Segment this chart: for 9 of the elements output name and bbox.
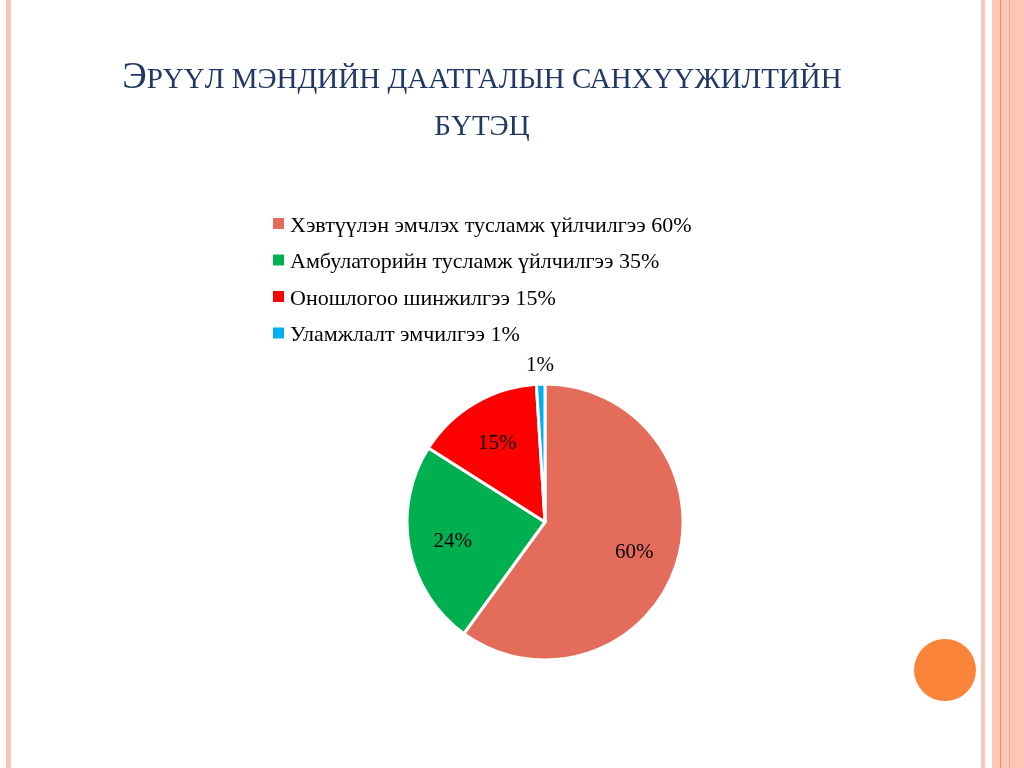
legend-label: Амбулаторийн тусламж үйлчилгээ 35% [290, 248, 660, 274]
data-label: 1% [526, 352, 555, 377]
chart-title: ЭРҮҮЛ МЭНДИЙН ДААТГАЛЫН САНХҮҮЖИЛТИЙН БҮТЭЦ [122, 55, 842, 141]
data-label: 24% [433, 527, 473, 552]
data-label: 15% [477, 429, 517, 454]
legend-label: Уламжлалт эмчилгээ 1% [290, 321, 520, 347]
data-label: 60% [615, 539, 654, 564]
legend-label: Оношлогоо шинжилгээ 15% [290, 284, 556, 310]
legend-label: Хэвтүүлэн эмчлэх тусламж үйлчилгээ 60% [290, 211, 692, 237]
